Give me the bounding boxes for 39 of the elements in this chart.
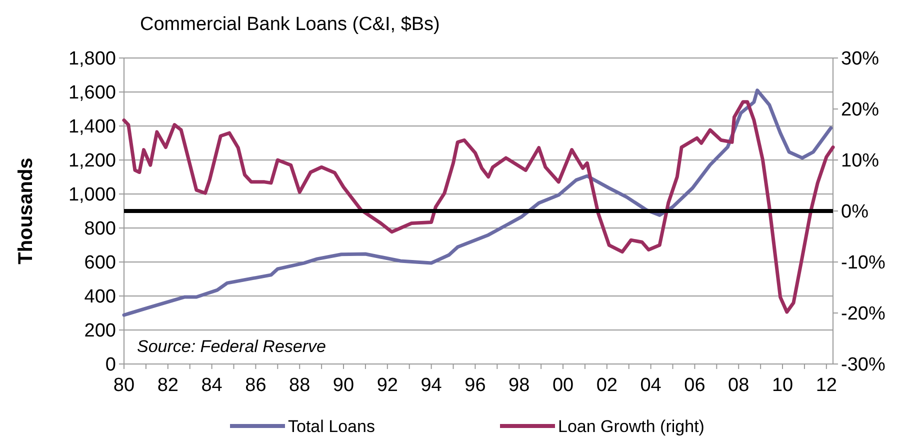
chart-title: Commercial Bank Loans (C&I, $Bs)	[140, 14, 440, 35]
y-tick-label: 1,800	[68, 48, 116, 70]
y2-tick-label: 0%	[841, 202, 869, 223]
y2-tick-label: -20%	[841, 304, 886, 325]
x-tick-label: 00	[552, 375, 574, 396]
x-tick-label: 84	[201, 375, 223, 396]
y2-tick-label: 10%	[841, 150, 880, 172]
legend-label: Loan Growth (right)	[558, 417, 704, 436]
x-tick-label: 04	[640, 375, 662, 396]
x-tick-label: 86	[245, 375, 266, 396]
y2-tick-label: 30%	[841, 48, 880, 70]
x-tick-label: 12	[816, 375, 837, 396]
y-axis-title: Thousands	[15, 158, 37, 264]
x-tick-label: 02	[596, 375, 618, 396]
x-tick-label: 88	[289, 375, 310, 396]
y2-tick-label: -10%	[841, 252, 886, 274]
y-tick-label: 800	[84, 218, 116, 240]
x-tick-label: 96	[464, 375, 486, 396]
y2-tick-label: -30%	[841, 354, 886, 376]
y-tick-label: 1,600	[68, 82, 116, 104]
x-tick-label: 80	[113, 375, 135, 396]
x-tick-label: 94	[420, 375, 442, 396]
x-tick-label: 10	[772, 375, 794, 396]
y-tick-label: 200	[84, 320, 116, 342]
x-tick-label: 90	[332, 375, 354, 396]
annotation: Source: Federal Reserve	[137, 337, 326, 356]
y-tick-label: 1,000	[68, 184, 116, 206]
legend-label: Total Loans	[288, 417, 375, 436]
x-tick-label: 82	[157, 375, 178, 396]
x-tick-label: 06	[684, 375, 706, 396]
y-tick-label: 600	[84, 252, 116, 274]
x-tick-label: 08	[728, 375, 750, 396]
y-tick-label: 400	[84, 286, 116, 308]
y-tick-label: 1,200	[68, 150, 116, 172]
y-tick-label: 0	[105, 354, 116, 376]
y2-tick-label: 20%	[841, 100, 880, 121]
x-tick-label: 92	[376, 375, 398, 396]
y-tick-label: 1,400	[68, 116, 116, 138]
x-tick-label: 98	[508, 375, 530, 396]
